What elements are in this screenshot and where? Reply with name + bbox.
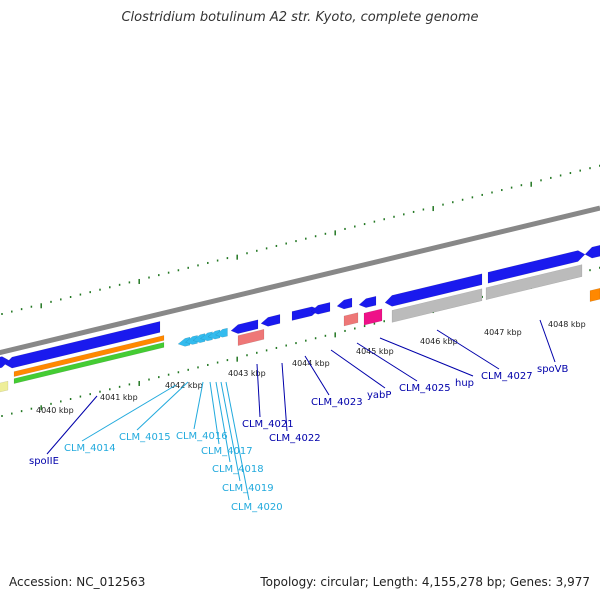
- gene-clm-4019: [207, 329, 221, 340]
- kbp-label: 4044 kbp: [292, 359, 330, 368]
- gene-label: spoIIE: [29, 456, 59, 467]
- cds-hup: [358, 295, 377, 308]
- leader-line: [193, 381, 204, 430]
- kbp-label: 4041 kbp: [100, 393, 138, 402]
- gene-label: CLM_4014: [64, 443, 116, 454]
- gene-clm-4017: [192, 333, 206, 343]
- gene-label: CLM_4020: [231, 502, 283, 513]
- kbp-label: 4040 kbp: [36, 406, 74, 415]
- gene-label: CLM_4027: [481, 371, 533, 382]
- gene-label: hup: [455, 378, 474, 389]
- outer-tick-ring: [1, 164, 600, 315]
- cds-clm-4025: [336, 297, 353, 310]
- gene-clm-4015: [177, 336, 191, 347]
- genome-backbone: [0, 205, 600, 356]
- gene-label: yabP: [367, 390, 391, 401]
- leader-line: [136, 381, 189, 431]
- leader-line: [46, 395, 98, 455]
- leader-line: [330, 349, 386, 389]
- kbp-label: 4047 kbp: [484, 328, 522, 337]
- cds-clm-4021: [230, 319, 259, 334]
- feature-orange-edge: [589, 287, 600, 302]
- feature-salmon-1: [237, 328, 265, 346]
- cds-clm-4022: [260, 314, 281, 327]
- feature-salmon-2: [343, 312, 359, 327]
- leader-line: [215, 381, 231, 463]
- leader-line: [539, 319, 556, 363]
- leader-line: [256, 363, 261, 418]
- leader-line: [225, 381, 250, 501]
- gene-clm-4018: [199, 331, 213, 342]
- gene-label: CLM_4022: [269, 433, 321, 444]
- gene-label: CLM_4023: [311, 397, 363, 408]
- feature-grey-2: [485, 264, 583, 301]
- kbp-label: 4046 kbp: [420, 337, 458, 346]
- gene-label: spoVB: [537, 364, 569, 375]
- leader-line: [436, 329, 500, 370]
- gene-label: CLM_4017: [201, 446, 253, 457]
- gene-label: CLM_4021: [242, 419, 294, 430]
- kbp-label: 4045 kbp: [356, 347, 394, 356]
- cds-clm-4027: [384, 273, 483, 307]
- feature-orange-band: [13, 335, 165, 377]
- leader-line: [304, 355, 330, 396]
- genome-summary-text: Topology: circular; Length: 4,155,278 bp…: [260, 575, 590, 589]
- gene-label: CLM_4019: [222, 483, 274, 494]
- feature-layer: [0, 244, 600, 393]
- gene-label: CLM_4025: [399, 383, 451, 394]
- feature-grey-1: [391, 288, 483, 323]
- map-title: Clostridium botulinum A2 str. Kyoto, com…: [121, 10, 479, 25]
- feature-yellow-edge: [0, 380, 9, 393]
- cds-next: [584, 244, 600, 259]
- gene-label: CLM_4015: [119, 432, 171, 443]
- gene-clm-4016: [184, 335, 198, 345]
- leader-line: [209, 381, 220, 445]
- leader-line: [379, 337, 474, 377]
- gene-label: CLM_4016: [176, 431, 228, 442]
- cds-spoVB: [487, 250, 586, 284]
- cds-prev: [0, 356, 10, 369]
- leader-line: [220, 381, 241, 482]
- gene-clm-4020: [214, 327, 228, 338]
- cds-yabP: [310, 302, 331, 315]
- leader-line: [81, 384, 177, 442]
- leader-line: [281, 362, 288, 432]
- kbp-label: 4048 kbp: [548, 320, 586, 329]
- feature-magenta: [363, 308, 383, 326]
- accession-text: Accession: NC_012563: [9, 575, 146, 589]
- feature-green-band: [13, 342, 165, 384]
- kbp-label: 4043 kbp: [228, 369, 266, 378]
- leader-line: [356, 342, 418, 382]
